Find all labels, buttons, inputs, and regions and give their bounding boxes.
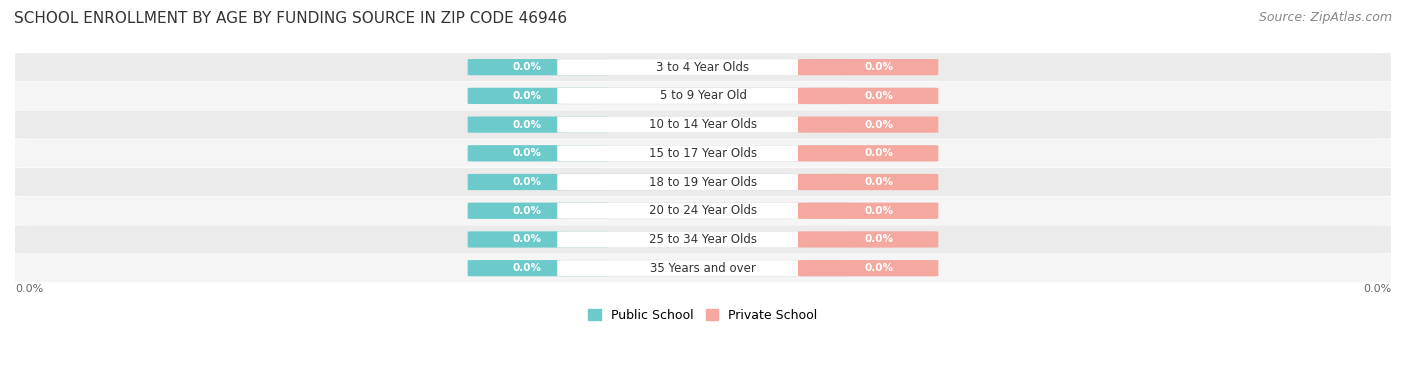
Text: 0.0%: 0.0%	[15, 284, 44, 294]
Text: SCHOOL ENROLLMENT BY AGE BY FUNDING SOURCE IN ZIP CODE 46946: SCHOOL ENROLLMENT BY AGE BY FUNDING SOUR…	[14, 11, 567, 26]
FancyBboxPatch shape	[468, 231, 938, 248]
FancyBboxPatch shape	[468, 88, 938, 104]
Text: 0.0%: 0.0%	[865, 62, 894, 72]
FancyBboxPatch shape	[15, 254, 1391, 282]
Legend: Public School, Private School: Public School, Private School	[583, 304, 823, 327]
FancyBboxPatch shape	[468, 88, 607, 104]
Text: 0.0%: 0.0%	[512, 234, 541, 245]
Text: 0.0%: 0.0%	[512, 263, 541, 273]
Text: 0.0%: 0.0%	[865, 119, 894, 130]
FancyBboxPatch shape	[557, 174, 849, 190]
FancyBboxPatch shape	[799, 174, 938, 190]
FancyBboxPatch shape	[468, 203, 938, 219]
FancyBboxPatch shape	[799, 88, 938, 104]
FancyBboxPatch shape	[557, 116, 849, 133]
Text: 0.0%: 0.0%	[512, 62, 541, 72]
FancyBboxPatch shape	[557, 203, 849, 219]
FancyBboxPatch shape	[799, 59, 938, 75]
FancyBboxPatch shape	[468, 174, 607, 190]
FancyBboxPatch shape	[15, 168, 1391, 196]
FancyBboxPatch shape	[468, 59, 607, 75]
Text: 25 to 34 Year Olds: 25 to 34 Year Olds	[650, 233, 756, 246]
Text: 3 to 4 Year Olds: 3 to 4 Year Olds	[657, 60, 749, 74]
FancyBboxPatch shape	[799, 116, 938, 133]
Text: 15 to 17 Year Olds: 15 to 17 Year Olds	[650, 147, 756, 160]
FancyBboxPatch shape	[468, 145, 607, 161]
FancyBboxPatch shape	[15, 139, 1391, 167]
Text: 0.0%: 0.0%	[512, 206, 541, 216]
Text: 0.0%: 0.0%	[865, 234, 894, 245]
FancyBboxPatch shape	[15, 197, 1391, 225]
FancyBboxPatch shape	[557, 59, 849, 75]
Text: 0.0%: 0.0%	[865, 206, 894, 216]
FancyBboxPatch shape	[15, 225, 1391, 254]
FancyBboxPatch shape	[557, 231, 849, 248]
FancyBboxPatch shape	[799, 231, 938, 248]
FancyBboxPatch shape	[468, 174, 938, 190]
FancyBboxPatch shape	[468, 260, 607, 276]
Text: 0.0%: 0.0%	[512, 148, 541, 158]
Text: 0.0%: 0.0%	[865, 177, 894, 187]
Text: Source: ZipAtlas.com: Source: ZipAtlas.com	[1258, 11, 1392, 24]
FancyBboxPatch shape	[15, 82, 1391, 110]
FancyBboxPatch shape	[468, 260, 938, 276]
Text: 0.0%: 0.0%	[512, 91, 541, 101]
Text: 10 to 14 Year Olds: 10 to 14 Year Olds	[650, 118, 756, 131]
Text: 20 to 24 Year Olds: 20 to 24 Year Olds	[650, 204, 756, 217]
Text: 0.0%: 0.0%	[512, 177, 541, 187]
Text: 35 Years and over: 35 Years and over	[650, 262, 756, 275]
FancyBboxPatch shape	[799, 145, 938, 161]
Text: 0.0%: 0.0%	[1362, 284, 1391, 294]
FancyBboxPatch shape	[468, 116, 607, 133]
FancyBboxPatch shape	[15, 53, 1391, 81]
Text: 18 to 19 Year Olds: 18 to 19 Year Olds	[650, 175, 756, 189]
FancyBboxPatch shape	[468, 231, 607, 248]
FancyBboxPatch shape	[468, 116, 938, 133]
FancyBboxPatch shape	[468, 145, 938, 161]
Text: 0.0%: 0.0%	[865, 148, 894, 158]
Text: 5 to 9 Year Old: 5 to 9 Year Old	[659, 89, 747, 102]
Text: 0.0%: 0.0%	[865, 263, 894, 273]
FancyBboxPatch shape	[799, 203, 938, 219]
FancyBboxPatch shape	[468, 59, 938, 75]
FancyBboxPatch shape	[557, 260, 849, 276]
FancyBboxPatch shape	[468, 203, 607, 219]
FancyBboxPatch shape	[799, 260, 938, 276]
FancyBboxPatch shape	[557, 88, 849, 104]
Text: 0.0%: 0.0%	[512, 119, 541, 130]
Text: 0.0%: 0.0%	[865, 91, 894, 101]
FancyBboxPatch shape	[15, 110, 1391, 139]
FancyBboxPatch shape	[557, 145, 849, 161]
